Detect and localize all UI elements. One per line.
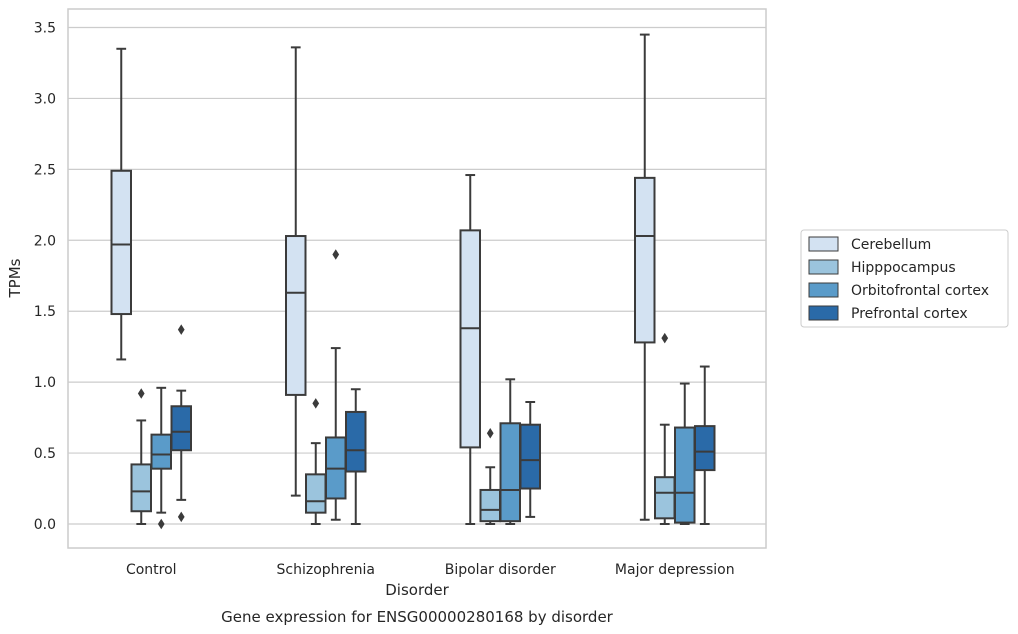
y-tick-label: 3.0 [34, 91, 56, 107]
outlier-point [177, 511, 185, 523]
y-tick-labels: 0.0 0.5 1.0 1.5 2.0 2.5 3.0 3.5 [34, 21, 56, 534]
series-hipppocampus [130, 332, 676, 525]
box-body [305, 473, 327, 514]
box [130, 388, 152, 525]
legend-label: Hipppocampus [851, 260, 956, 276]
box-body [170, 405, 192, 452]
box-body [674, 426, 696, 524]
box-body [479, 488, 501, 523]
chart-caption: Gene expression for ENSG00000280168 by d… [221, 608, 614, 626]
y-tick-label: 0.5 [34, 446, 56, 462]
series-orbitofrontal-cortex [150, 249, 696, 530]
box-body [110, 169, 132, 316]
box [499, 378, 521, 525]
legend-label: Orbitofrontal cortex [851, 283, 989, 299]
x-tick-label: Bipolar disorder [445, 562, 556, 578]
box-body [459, 229, 481, 449]
outlier-point [332, 249, 340, 260]
legend-swatch [808, 305, 839, 321]
x-tick-labels: Control Schizophrenia Bipolar disorder Majo… [126, 562, 735, 578]
box-body [654, 476, 676, 520]
box [305, 398, 327, 525]
box [170, 324, 192, 523]
y-tick-label: 1.0 [34, 375, 56, 391]
box-body [130, 463, 152, 513]
legend-swatch [808, 282, 839, 298]
box [694, 365, 716, 525]
y-axis-label: TPMs [6, 258, 24, 298]
legend-swatch [808, 236, 839, 252]
series-prefrontal-cortex [170, 324, 716, 525]
box [325, 249, 347, 521]
box-groups [110, 33, 716, 530]
y-tick-label: 2.0 [34, 233, 56, 249]
legend-frame [800, 229, 1009, 328]
box-body [499, 422, 521, 523]
box-body [519, 423, 541, 490]
y-tick-label: 3.5 [34, 21, 56, 37]
outlier-point [157, 518, 165, 530]
outlier-point [177, 324, 185, 335]
box-body [634, 176, 656, 344]
outlier-point [137, 388, 145, 399]
outlier-point [661, 332, 669, 344]
plot-frame [67, 8, 767, 549]
legend-swatch [808, 259, 839, 275]
box [674, 382, 696, 525]
x-tick-label: Control [126, 562, 177, 578]
box-body [150, 433, 172, 470]
outlier-point [312, 398, 320, 409]
legend-label: Prefrontal cortex [851, 306, 968, 322]
box [459, 174, 481, 525]
box [634, 33, 656, 521]
box [150, 386, 172, 530]
box [519, 401, 541, 518]
box [110, 47, 132, 361]
box [479, 427, 501, 525]
x-tick-label: Schizophrenia [277, 562, 375, 578]
y-tick-label: 2.5 [34, 162, 56, 178]
box-body [285, 235, 307, 396]
y-tick-label: 0.0 [34, 517, 56, 533]
x-tick-label: Major depression [615, 562, 735, 578]
box [285, 46, 307, 497]
box [654, 332, 676, 525]
box-body [694, 425, 716, 472]
outlier-point [486, 427, 494, 439]
box [345, 388, 367, 525]
y-tick-label: 1.5 [34, 304, 56, 320]
series-cerebellum [110, 33, 656, 525]
x-axis-label: Disorder [385, 581, 449, 599]
grid-lines [68, 26, 766, 525]
legend-label: Cerebellum [851, 237, 931, 253]
legend: Cerebellum Hipppocampus Orbitofrontal cort… [800, 229, 1009, 328]
box-body [345, 410, 367, 473]
